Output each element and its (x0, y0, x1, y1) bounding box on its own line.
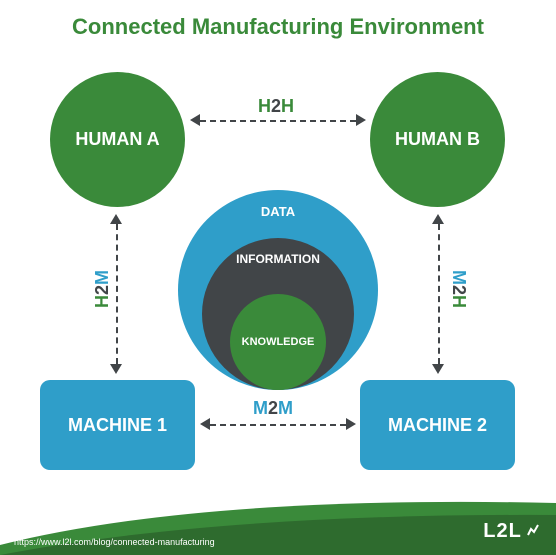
page-title: Connected Manufacturing Environment (0, 14, 556, 40)
edge-m2m-arrow-left (200, 418, 210, 430)
node-machine-1: MACHINE 1 (40, 380, 195, 470)
node-machine-2: MACHINE 2 (360, 380, 515, 470)
edge-m2m (210, 424, 346, 426)
ring-data-label: DATA (178, 204, 378, 219)
node-machine-2-label: MACHINE 2 (388, 415, 487, 436)
edge-m2h-pre: M (449, 270, 469, 285)
edge-m2h-mid: 2 (449, 285, 469, 295)
ring-information-label: INFORMATION (202, 252, 354, 266)
node-human-a: HUMAN A (50, 72, 185, 207)
footer-logo-mid: 2 (496, 520, 508, 542)
node-human-b: HUMAN B (370, 72, 505, 207)
edge-h2h-arrow-right (356, 114, 366, 126)
edge-m2m-pre: M (253, 398, 268, 418)
node-machine-1-label: MACHINE 1 (68, 415, 167, 436)
edge-h2m-arrow-up (110, 214, 122, 224)
edge-m2m-mid: 2 (268, 398, 278, 418)
edge-m2h-arrow-down (432, 364, 444, 374)
edge-h2m (116, 224, 118, 364)
edge-m2m-post: M (278, 398, 293, 418)
footer-logo: L2L (483, 520, 540, 543)
edge-m2h (438, 224, 440, 364)
edge-h2h-post: H (281, 96, 294, 116)
edge-h2m-label: H2M (92, 270, 113, 308)
edge-m2m-arrow-right (346, 418, 356, 430)
ring-knowledge-label: KNOWLEDGE (242, 336, 315, 348)
edge-m2m-label: M2M (253, 398, 293, 419)
footer-logo-post: L (509, 520, 522, 542)
node-human-a-label: HUMAN A (75, 129, 159, 150)
ring-knowledge: KNOWLEDGE (230, 294, 326, 390)
edge-m2h-label: M2H (448, 270, 469, 308)
edge-h2h-mid: 2 (271, 96, 281, 116)
edge-h2h-label: H2H (258, 96, 294, 117)
edge-h2h (200, 120, 356, 122)
edge-h2m-mid: 2 (92, 285, 112, 295)
edge-m2h-post: H (449, 295, 469, 308)
node-human-b-label: HUMAN B (395, 129, 480, 150)
edge-h2m-arrow-down (110, 364, 122, 374)
edge-h2h-arrow-left (190, 114, 200, 126)
footer-url: https://www.l2l.com/blog/connected-manuf… (14, 537, 215, 547)
footer-logo-pre: L (483, 520, 496, 542)
edge-h2m-pre: H (92, 295, 112, 308)
edge-h2h-pre: H (258, 96, 271, 116)
edge-h2m-post: M (92, 270, 112, 285)
edge-m2h-arrow-up (432, 214, 444, 224)
